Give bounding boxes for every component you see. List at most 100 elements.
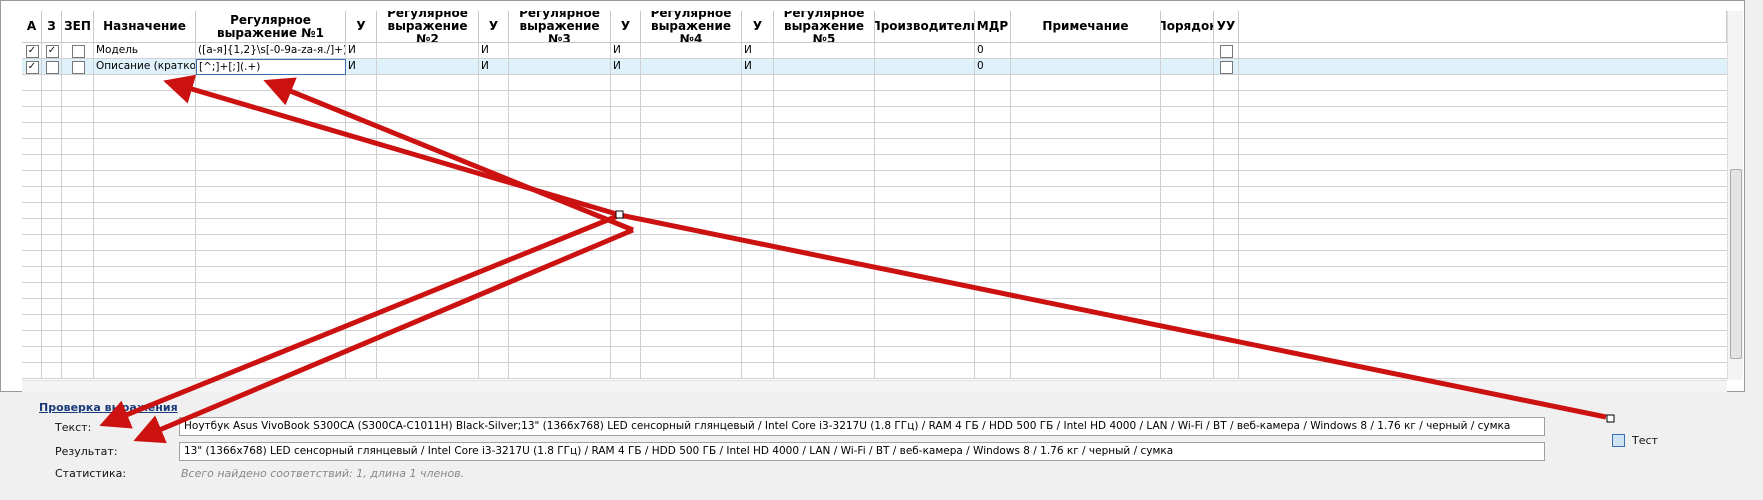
checkbox[interactable]: ✓: [45, 45, 59, 58]
cell[interactable]: [641, 43, 742, 59]
cell: [42, 331, 62, 347]
checkbox[interactable]: [1220, 45, 1233, 58]
column-header[interactable]: МДР: [975, 11, 1011, 43]
cell: [94, 251, 196, 267]
cell: [42, 75, 62, 91]
cell: [62, 187, 94, 203]
cell: [42, 299, 62, 315]
cell[interactable]: [1161, 43, 1214, 59]
cell[interactable]: [875, 43, 975, 59]
cell: [1214, 235, 1239, 251]
cell[interactable]: И: [346, 43, 377, 59]
checkbox[interactable]: ✓: [25, 61, 39, 74]
column-header[interactable]: З: [42, 11, 62, 43]
cell: [509, 347, 611, 363]
column-header[interactable]: Регулярное выражение №2: [377, 11, 479, 43]
cell[interactable]: [875, 59, 975, 75]
column-header[interactable]: УУ: [1214, 11, 1239, 43]
column-header[interactable]: Регулярное выражение №4: [641, 11, 742, 43]
cell[interactable]: [62, 59, 94, 75]
cell[interactable]: Модель: [94, 43, 196, 59]
column-header[interactable]: Примечание: [1011, 11, 1161, 43]
cell: [975, 203, 1011, 219]
row-filler: [1239, 139, 1727, 155]
column-header[interactable]: А: [22, 11, 42, 43]
cell[interactable]: [1214, 59, 1239, 75]
cell[interactable]: [1011, 43, 1161, 59]
cell: [641, 267, 742, 283]
cell: [346, 155, 377, 171]
column-header[interactable]: У: [346, 11, 377, 43]
cell[interactable]: ✓: [22, 59, 42, 75]
cell: [742, 139, 774, 155]
cell[interactable]: [774, 43, 875, 59]
cell[interactable]: [1161, 59, 1214, 75]
cell: [196, 123, 346, 139]
cell[interactable]: ([а-я]{1,2}\s[-0-9a-za-я./]+)\s: [196, 43, 346, 59]
cell: [509, 155, 611, 171]
column-header[interactable]: Назначение: [94, 11, 196, 43]
cell: [22, 139, 42, 155]
checkbox[interactable]: [1220, 61, 1233, 74]
cell[interactable]: ✓: [22, 43, 42, 59]
cell[interactable]: И: [611, 43, 641, 59]
cell[interactable]: [^;]+[;](.+): [196, 59, 346, 75]
column-header[interactable]: Производитель: [875, 11, 975, 43]
cell[interactable]: [1214, 43, 1239, 59]
cell[interactable]: [509, 59, 611, 75]
cell: [509, 171, 611, 187]
cell[interactable]: [377, 43, 479, 59]
checkbox[interactable]: [71, 61, 85, 74]
cell: [1161, 299, 1214, 315]
v-scrollbar[interactable]: [1727, 11, 1743, 380]
row-filler: [1239, 267, 1727, 283]
cell[interactable]: [509, 43, 611, 59]
column-header[interactable]: У: [611, 11, 641, 43]
checkbox[interactable]: [45, 61, 59, 74]
cell[interactable]: И: [479, 59, 509, 75]
cell[interactable]: [774, 59, 875, 75]
column-header[interactable]: Порядок: [1161, 11, 1214, 43]
column-header[interactable]: ЗЕП: [62, 11, 94, 43]
row-filler: [1239, 59, 1727, 75]
cell[interactable]: И: [611, 59, 641, 75]
cell[interactable]: И: [479, 43, 509, 59]
scroll-thumb[interactable]: [1730, 169, 1742, 359]
cell[interactable]: И: [742, 59, 774, 75]
cell: [875, 219, 975, 235]
cell[interactable]: И: [346, 59, 377, 75]
cell[interactable]: ✓: [42, 43, 62, 59]
cell[interactable]: [62, 43, 94, 59]
checkbox[interactable]: ✓: [25, 45, 39, 58]
cell[interactable]: 0: [975, 59, 1011, 75]
column-header[interactable]: Регулярное выражение №5: [774, 11, 875, 43]
cell: [42, 187, 62, 203]
cell[interactable]: [42, 59, 62, 75]
cell: [742, 251, 774, 267]
cell: [975, 75, 1011, 91]
test-button[interactable]: Тест: [1612, 432, 1672, 450]
checkbox[interactable]: [71, 45, 85, 58]
cell: [1161, 235, 1214, 251]
icon: [1612, 434, 1625, 447]
column-header[interactable]: Регулярное выражение №1: [196, 11, 346, 43]
column-header[interactable]: У: [479, 11, 509, 43]
cell: [1011, 219, 1161, 235]
cell[interactable]: 0: [975, 43, 1011, 59]
cell[interactable]: Описание (краткое: [94, 59, 196, 75]
cell[interactable]: [377, 59, 479, 75]
row-filler: [1239, 331, 1727, 347]
text-input[interactable]: Ноутбук Asus VivoBook S300CA (S300CA-C10…: [179, 417, 1545, 436]
row-filler: [1239, 91, 1727, 107]
cell: [1011, 123, 1161, 139]
column-header[interactable]: У: [742, 11, 774, 43]
h-scrollbar[interactable]: [22, 380, 1727, 392]
cell: [22, 91, 42, 107]
cell: [641, 331, 742, 347]
cell: [1161, 91, 1214, 107]
column-header[interactable]: Регулярное выражение №3: [509, 11, 611, 43]
cell[interactable]: [1011, 59, 1161, 75]
result-input[interactable]: 13" (1366x768) LED сенсорный глянцевый /…: [179, 442, 1545, 461]
cell[interactable]: И: [742, 43, 774, 59]
cell[interactable]: [641, 59, 742, 75]
